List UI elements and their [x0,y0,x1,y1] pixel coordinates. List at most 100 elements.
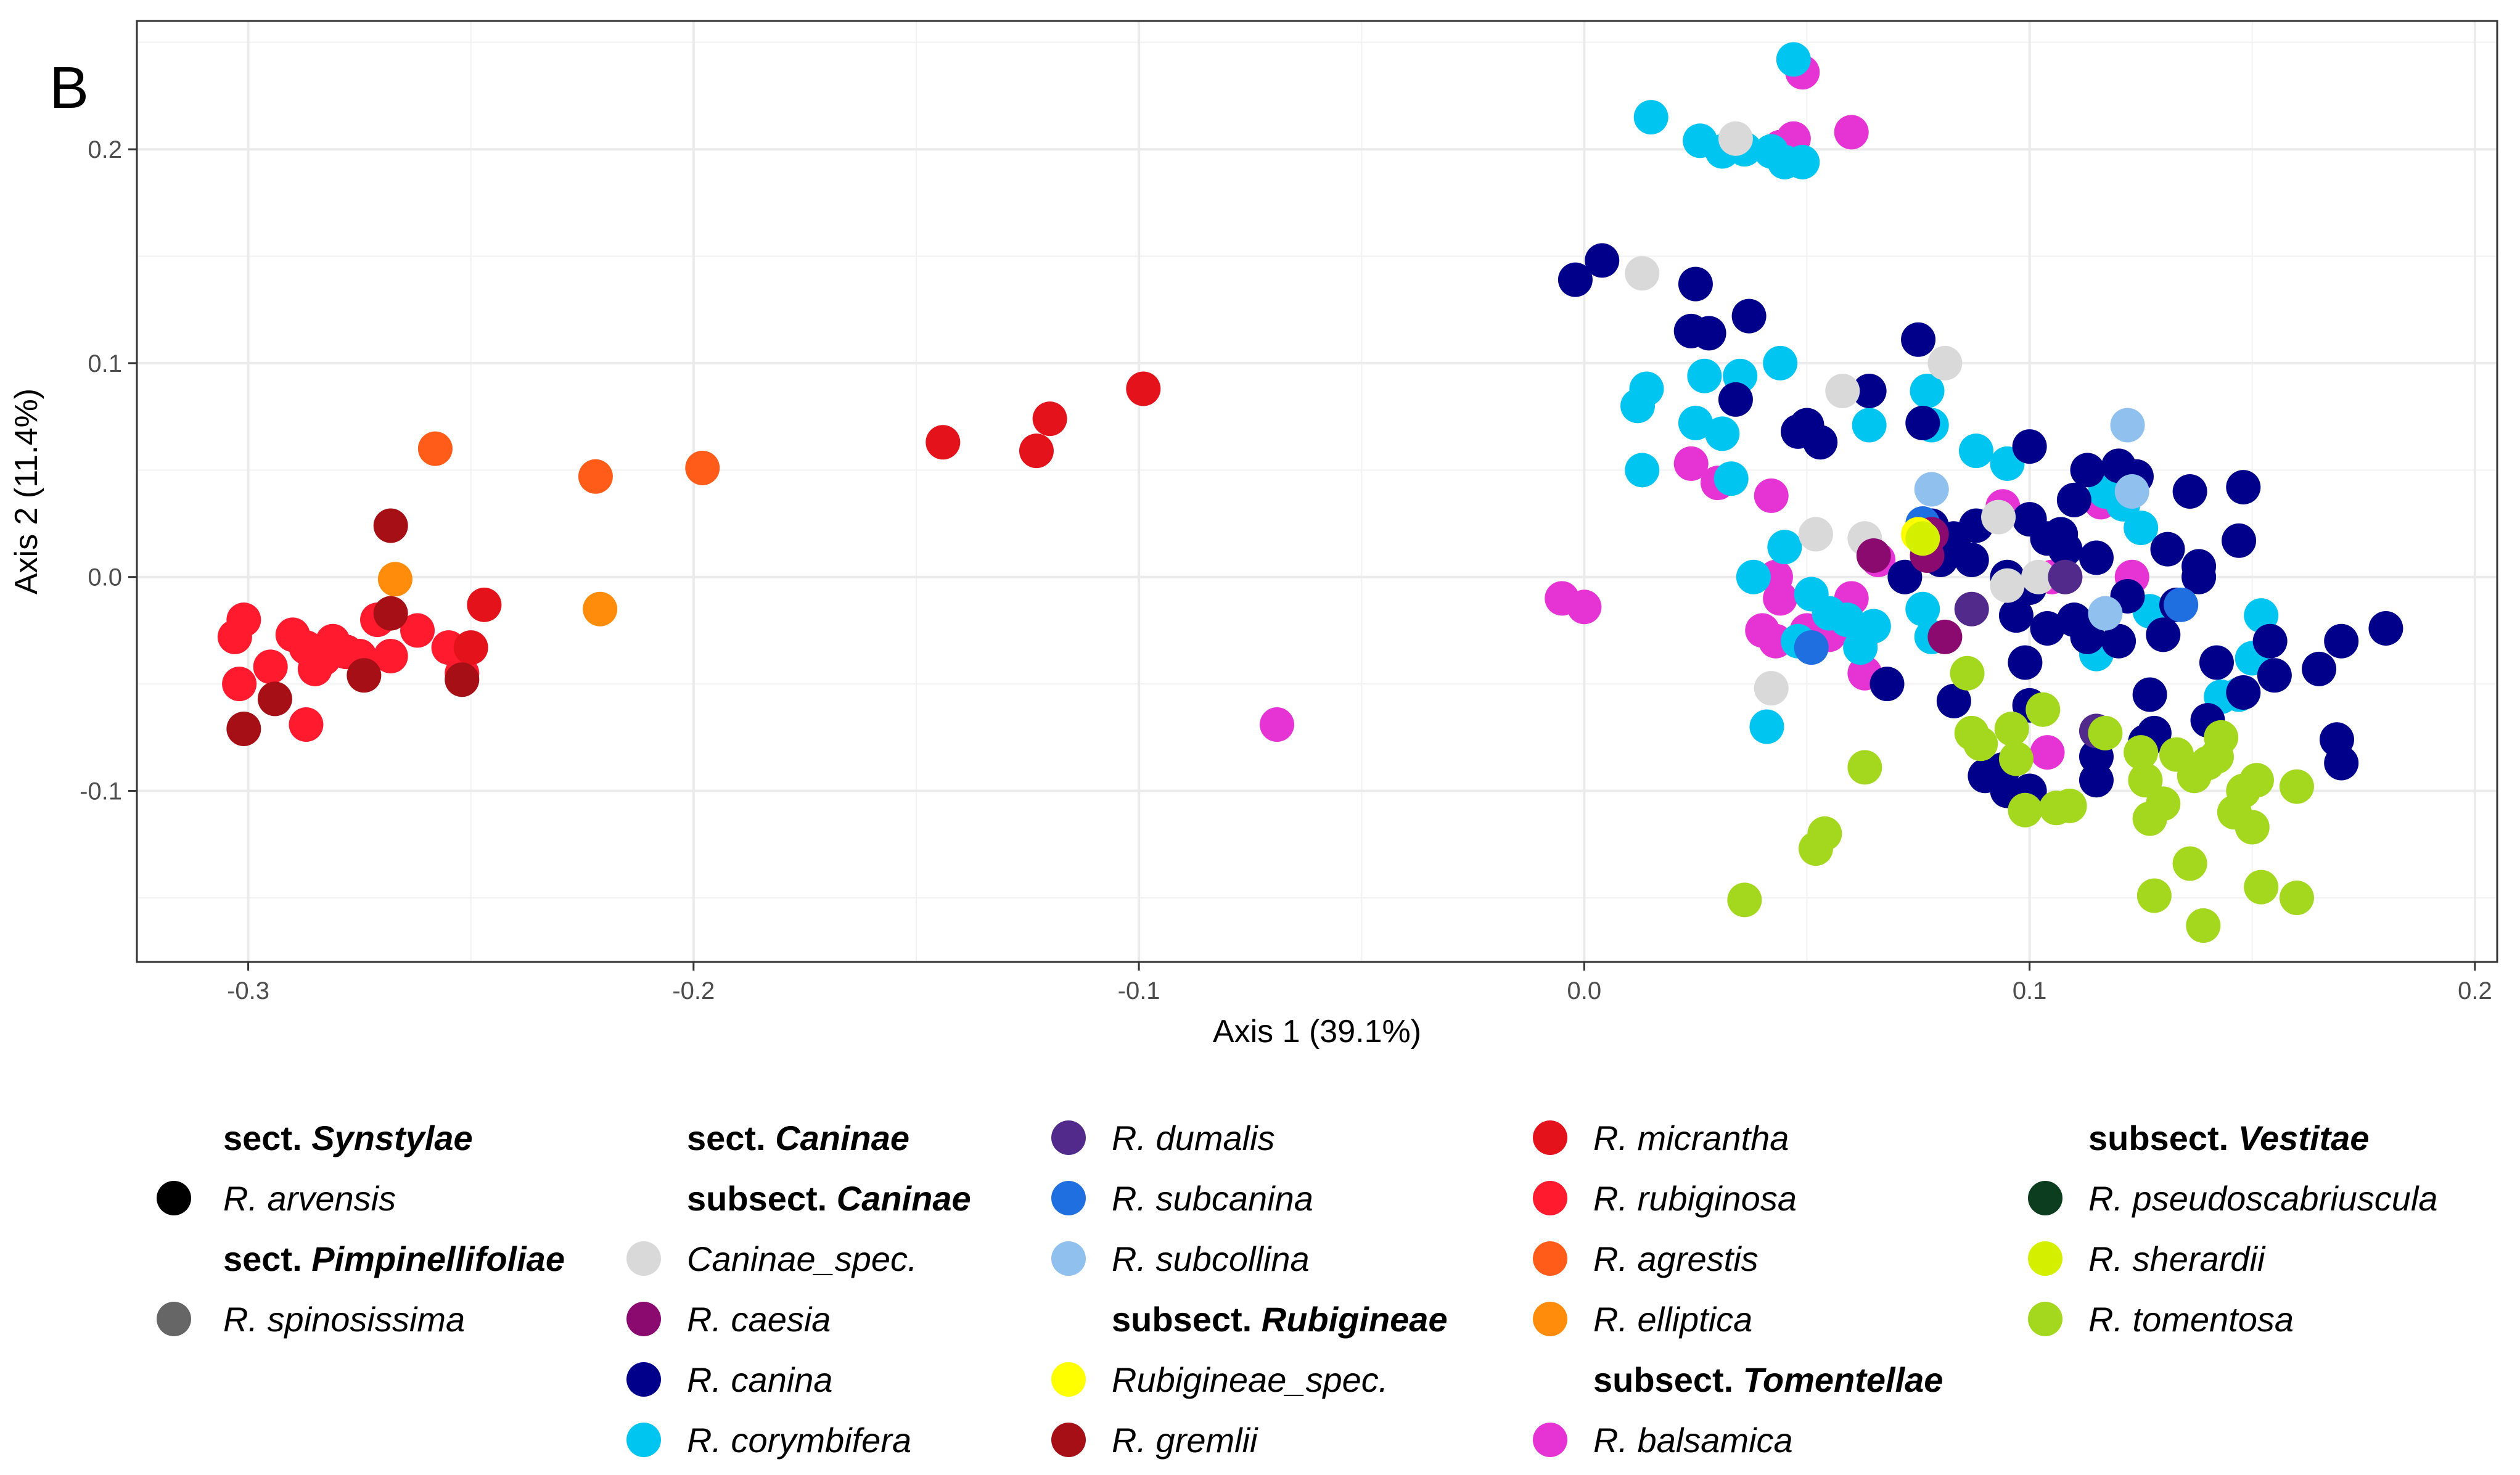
data-point [2226,675,2261,710]
x-axis: -0.3 -0.2 -0.1 0.0 0.1 0.2 [227,962,2492,1005]
legend-key [157,1181,191,1215]
data-point [1950,655,1985,691]
data-point [1558,262,1593,297]
data-point [1625,256,1660,291]
legend-label: R. agrestis [1593,1239,1759,1278]
data-point [1776,42,1811,77]
legend-key [1051,1181,1086,1215]
legend-label: R. pseudoscabriuscula [2088,1179,2438,1218]
data-point [2324,746,2359,781]
data-point [1954,542,1989,577]
data-point [2136,878,2172,913]
data-point [1767,530,1802,565]
data-point [1629,371,1664,406]
legend-key [1051,1241,1086,1276]
data-point [1914,472,1949,507]
x-tick-label: -0.3 [227,977,269,1005]
legend-label: R. spinosissima [223,1300,465,1339]
data-point [1633,100,1668,135]
legend-label: R. gremlii [1112,1421,1258,1460]
data-point [1585,243,1620,278]
data-point [1749,709,1784,744]
data-point [373,508,408,543]
data-point [1968,758,2003,794]
data-point [1981,499,2016,535]
data-point [1998,741,2034,776]
data-point [1673,446,1709,481]
series [417,431,720,494]
data-point [2124,510,2159,545]
data-point [1718,121,1753,156]
legend-label: R. dumalis [1112,1119,1275,1157]
x-tick-label: 0.0 [1567,977,1602,1005]
legend-group-prefix: subsect. [687,1179,837,1218]
legend-key [157,1302,191,1336]
y-tick-label: 0.0 [88,564,122,591]
legend-group-prefix: subsect. [1112,1300,1262,1339]
data-point [1927,345,1963,380]
data-point [289,707,324,742]
data-point [453,630,488,665]
legend-group-name: Tomentellae [1743,1360,1943,1399]
data-point [1998,598,2034,633]
data-point [1567,590,1602,625]
data-point [1763,581,1798,616]
legend-group-name: Vestitae [2238,1119,2370,1157]
data-point [1794,630,1829,665]
panel-border [136,20,2498,963]
data-point [2110,408,2145,443]
data-point [2239,763,2274,798]
series [377,562,618,627]
data-point [1625,453,1660,488]
data-point [2132,677,2167,712]
x-tick-label: -0.1 [1118,977,1160,1005]
data-point [217,619,252,654]
data-point [1754,478,1789,513]
data-point [257,681,292,717]
data-point [2302,651,2337,686]
data-point [373,596,408,631]
legend-key [1533,1241,1567,1276]
data-point [2279,769,2314,804]
legend-key [1533,1181,1567,1215]
y-tick-label: 0.2 [88,136,122,163]
data-point [578,459,613,494]
series [1727,655,2314,943]
data-point [2324,623,2359,659]
legend-key [2028,1241,2062,1276]
data-point [2088,715,2123,750]
data-point [2244,869,2279,905]
data-point [583,591,618,627]
data-point [1727,882,1762,918]
legend-label: R. tomentosa [2088,1300,2294,1339]
data-point [1754,671,1789,706]
data-point [1936,683,1971,718]
data-point [1718,382,1753,417]
series [453,371,1161,665]
series [1625,121,2056,706]
data-point [1990,568,2025,603]
data-point [1994,711,2029,746]
y-axis: -0.1 0.0 0.1 0.2 [80,136,137,805]
data-point [2114,474,2149,509]
data-point [2021,559,2056,594]
data-point [2030,735,2065,770]
data-point [1927,619,1963,654]
data-point [1731,298,1767,334]
legend-label: R. arvensis [223,1179,396,1218]
data-point [1691,316,1726,351]
legend-group-prefix: subsect. [1593,1360,1743,1399]
data-point [467,587,502,622]
legend-label: R. sherardii [2088,1239,2266,1278]
data-point [1905,406,1940,441]
legend-label: Caninae_spec. [687,1239,917,1278]
data-point [1126,371,1161,406]
x-axis-title: Axis 1 (39.1%) [1213,1014,1421,1050]
data-point [1852,373,1887,408]
data-point [2146,617,2181,652]
series [1905,521,1940,556]
data-point [2124,735,2159,770]
data-point [1958,433,1993,469]
data-point [2150,532,2185,567]
data-point [377,562,412,597]
